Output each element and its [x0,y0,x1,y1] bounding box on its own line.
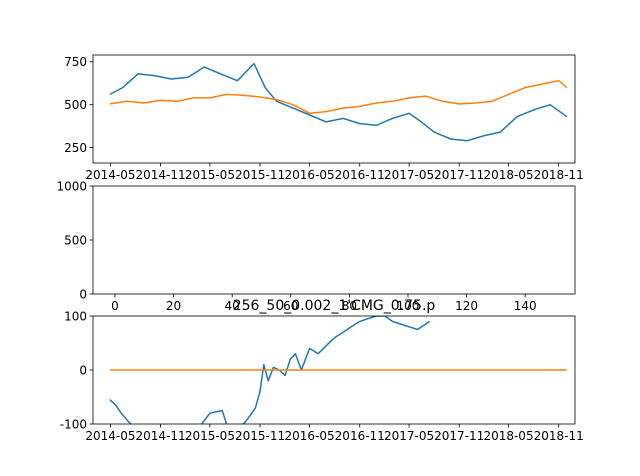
series-group [109,62,568,142]
x-tick-label: 100 [397,299,420,313]
chart-2: 0 20 40 60 80 100 120 140 0 500 1000 [56,179,576,313]
series-line-3 [242,316,430,424]
x-tick-label: 140 [514,299,537,313]
x-tick-label: 2014-05 [85,168,135,182]
x-tick-label: 120 [455,299,478,313]
x-tick-label: 2018-11 [534,429,584,443]
x-tick-label: 80 [342,299,357,313]
x-tick-label: 2015-05 [185,168,235,182]
x-tick-label: 2017-11 [434,168,484,182]
x-tick-label: 0 [111,299,119,313]
x-tick-label: 20 [166,299,181,313]
x-tick-label: 2017-11 [434,429,484,443]
chart-1: 2014-05 2014-11 2015-05 2015-11 2016-05 2016-… [64,54,584,182]
charts-layer: 2014-05 2014-11 2015-05 2015-11 2016-05 2016-… [56,54,584,443]
x-tick-label: 40 [225,299,240,313]
series-line-2 [201,409,228,424]
y-tick-label: 250 [64,141,87,155]
y-tick-label: 500 [64,98,87,112]
x-tick-label: 2014-11 [136,429,186,443]
x-tick-label: 2014-05 [85,429,135,443]
series-line-2 [109,79,568,115]
chart-title: 256_50_0.002_1'CMG_0.75.p [233,298,436,314]
series-line-1 [109,399,132,424]
y-tick-label: 500 [64,233,87,247]
y-tick-label: 1000 [56,179,87,193]
y-tick-label: 750 [64,55,87,69]
x-tick-label: 2018-11 [534,168,584,182]
x-tick-label: 2016-11 [335,429,385,443]
x-tick-label: 2018-05 [483,429,533,443]
chart-3: 2014-05 2014-11 2015-05 2015-11 2016-05 2016-… [60,298,584,443]
x-tick-label: 2017-05 [384,168,434,182]
y-tick-label: 100 [64,309,87,323]
x-tick-label: 2015-05 [185,429,235,443]
x-tick-label: 2014-11 [136,168,186,182]
x-tick-label: 2016-05 [285,168,335,182]
series-line-1 [109,62,568,142]
x-tick-label: 2016-05 [285,429,335,443]
y-tick-label: 0 [79,287,87,301]
y-tick-label: -100 [60,417,87,431]
x-tick-label: 2018-05 [483,168,533,182]
x-tick-label: 2016-11 [335,168,385,182]
x-tick-label: 2015-11 [235,168,285,182]
axes-frame [92,54,576,164]
x-tick-label: 2017-05 [384,429,434,443]
x-tick-label: 2015-11 [235,429,285,443]
x-tick-label: 60 [283,299,298,313]
y-tick-label: 0 [79,363,87,377]
series-group [109,316,567,424]
